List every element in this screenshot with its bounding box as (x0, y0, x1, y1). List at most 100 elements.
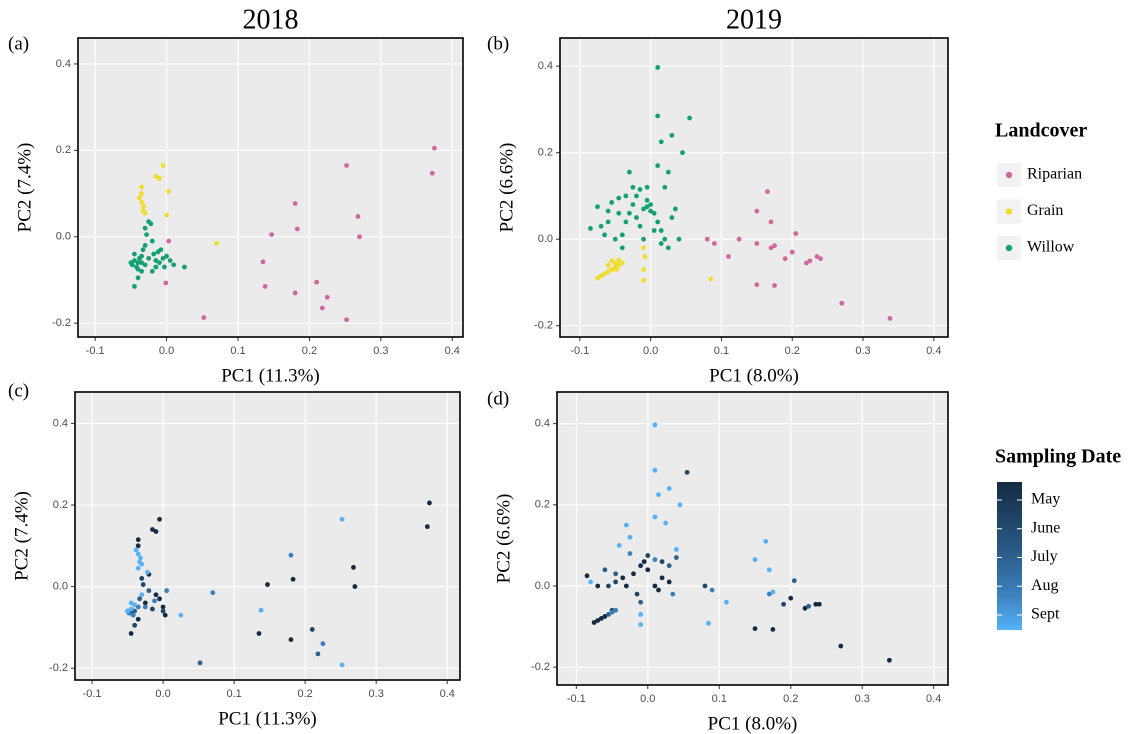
legend-marker (1005, 208, 1013, 215)
x-tick-label: 0.4 (440, 688, 455, 700)
point (166, 238, 172, 244)
point (638, 563, 644, 569)
legend-label: Riparian (1027, 166, 1082, 183)
point (201, 315, 207, 320)
plot-frame (77, 37, 464, 338)
point (791, 578, 797, 584)
point (142, 225, 148, 231)
point (598, 616, 604, 621)
point (680, 150, 685, 156)
point (806, 603, 812, 609)
point (659, 575, 665, 581)
y-tick-label: -0.2 (49, 662, 68, 674)
point (626, 169, 632, 175)
point (132, 602, 138, 608)
point (655, 163, 661, 169)
point (432, 145, 437, 151)
point (605, 208, 611, 214)
point (146, 588, 152, 594)
point (814, 254, 820, 259)
point (129, 262, 135, 268)
point (602, 271, 608, 277)
point (598, 273, 604, 279)
point (132, 622, 138, 628)
point (658, 139, 664, 145)
point (584, 573, 590, 579)
point (662, 184, 668, 190)
point (637, 223, 643, 229)
point (153, 173, 159, 179)
point (139, 253, 144, 259)
point (655, 113, 661, 119)
point (158, 247, 164, 253)
point (290, 576, 296, 582)
point (137, 596, 143, 602)
point (687, 115, 692, 121)
point (630, 202, 636, 207)
plot-background (560, 38, 948, 337)
point (655, 219, 661, 225)
point (644, 197, 650, 203)
x-tick-label: 0.3 (855, 345, 870, 357)
point (662, 236, 668, 242)
point (839, 300, 845, 306)
point (148, 221, 154, 227)
point (623, 193, 629, 199)
point (754, 208, 760, 214)
point (763, 538, 769, 544)
point (655, 65, 661, 70)
point (139, 199, 144, 205)
point (623, 583, 629, 589)
point (802, 605, 808, 611)
x-tick-label: 0.1 (712, 693, 727, 705)
point (702, 583, 708, 589)
y-tick-label: -0.2 (534, 320, 553, 332)
point (627, 551, 633, 556)
y-tick-label: 0.2 (53, 499, 68, 511)
point (652, 467, 658, 473)
point (612, 260, 618, 266)
point (262, 284, 268, 289)
point (352, 584, 358, 589)
point (638, 599, 644, 605)
point (666, 486, 672, 491)
point (652, 557, 658, 563)
y-tick-label: 0.4 (535, 418, 550, 430)
point (656, 492, 661, 498)
point (157, 260, 162, 266)
x-tick-label: 0.4 (445, 345, 460, 357)
point (673, 547, 679, 552)
point (673, 206, 678, 212)
x-tick-label: 0.1 (230, 345, 245, 357)
point (141, 204, 147, 209)
point (709, 587, 715, 593)
plot-background (557, 392, 948, 685)
point (623, 219, 629, 225)
panel-title: 2018 (243, 4, 299, 35)
colorbar (997, 482, 1022, 630)
point (766, 567, 772, 573)
x-tick-label: 0.0 (155, 688, 170, 700)
point (595, 275, 600, 281)
x-tick-label: 0.3 (369, 688, 384, 700)
legend-label: Aug (1031, 577, 1059, 594)
x-tick-label: 0.4 (926, 693, 941, 705)
point (644, 204, 650, 210)
x-tick-label: 0.1 (226, 688, 241, 700)
panel-label: (d) (487, 388, 509, 409)
point (135, 604, 141, 610)
point (645, 567, 651, 573)
y-tick-label: 0.4 (53, 417, 68, 429)
point (344, 317, 349, 323)
point (135, 275, 141, 281)
x-tick-label: 0.1 (714, 345, 729, 357)
point (641, 277, 646, 283)
point (339, 662, 345, 668)
legend-title: Landcover (995, 120, 1087, 142)
point (145, 569, 150, 575)
point (652, 583, 658, 589)
point (160, 163, 166, 168)
y-tick-label: 0.4 (56, 58, 71, 70)
point (772, 243, 777, 249)
point (163, 280, 169, 286)
